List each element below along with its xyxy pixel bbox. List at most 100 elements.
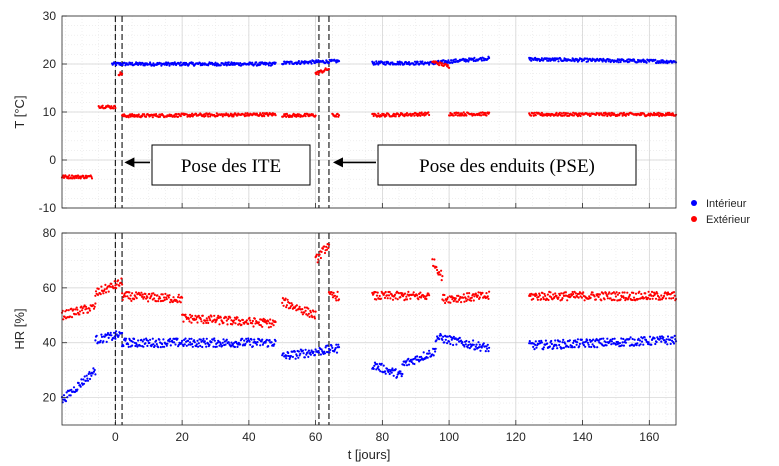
data-point	[672, 342, 676, 345]
data-point	[608, 112, 612, 115]
data-point	[137, 339, 140, 342]
data-point	[622, 337, 625, 341]
data-point	[647, 341, 650, 344]
data-point	[533, 348, 536, 351]
data-point	[188, 320, 191, 323]
data-point	[487, 350, 490, 353]
data-point	[612, 291, 616, 294]
data-point	[377, 112, 380, 115]
data-point	[180, 341, 183, 344]
data-point	[445, 299, 448, 302]
data-point	[282, 352, 285, 355]
data-point	[455, 343, 458, 346]
data-point	[549, 291, 552, 294]
data-point	[74, 313, 78, 316]
data-point	[589, 296, 592, 299]
data-point	[561, 297, 564, 300]
data-point	[604, 60, 608, 63]
data-point	[196, 321, 199, 324]
data-point	[106, 332, 110, 335]
data-point	[104, 283, 107, 286]
data-point	[144, 342, 147, 345]
data-point	[62, 394, 66, 397]
data-point	[300, 311, 303, 314]
data-point	[289, 305, 292, 308]
data-point	[313, 317, 316, 320]
data-point	[384, 372, 387, 375]
data-point	[596, 346, 599, 349]
data-point	[173, 341, 176, 344]
data-point	[451, 337, 454, 340]
data-point	[330, 291, 333, 294]
data-point	[460, 339, 463, 342]
data-point	[271, 322, 274, 325]
data-point	[548, 345, 552, 348]
data-point	[217, 316, 220, 320]
data-point	[187, 339, 190, 342]
data-point	[165, 298, 168, 301]
data-point	[163, 345, 166, 348]
data-point	[653, 337, 656, 340]
data-point	[474, 348, 477, 351]
data-point	[239, 62, 242, 65]
data-point	[534, 340, 537, 343]
data-point	[335, 351, 339, 354]
data-point	[127, 63, 130, 66]
data-point	[169, 344, 172, 347]
data-point	[572, 292, 575, 296]
data-point	[540, 339, 543, 342]
data-point	[252, 325, 255, 328]
data-point	[555, 294, 558, 297]
data-point	[285, 62, 288, 65]
data-point	[428, 352, 431, 355]
data-point	[274, 114, 277, 117]
data-point	[86, 379, 90, 382]
data-point	[528, 340, 531, 343]
data-point	[379, 370, 382, 373]
data-point	[394, 297, 397, 300]
y-tick-label: 30	[43, 9, 57, 23]
data-point	[654, 297, 658, 300]
data-point	[480, 114, 483, 117]
data-point	[313, 353, 316, 357]
data-point	[293, 350, 296, 353]
data-point	[311, 316, 314, 319]
data-point	[447, 59, 450, 62]
data-point	[165, 61, 168, 64]
data-point	[419, 114, 422, 117]
data-point	[337, 60, 341, 63]
data-point	[303, 306, 306, 309]
data-point	[315, 59, 318, 62]
data-point	[90, 177, 94, 180]
data-point	[618, 342, 622, 345]
data-point	[221, 341, 224, 344]
data-point	[452, 114, 455, 117]
data-point	[602, 292, 605, 295]
data-point	[590, 293, 593, 296]
data-point	[409, 112, 412, 115]
data-point	[218, 323, 221, 326]
data-point	[227, 113, 230, 116]
data-point	[335, 295, 339, 298]
data-point	[201, 339, 204, 342]
data-point	[131, 61, 134, 64]
data-point	[602, 337, 605, 340]
data-point	[187, 343, 190, 346]
data-point	[267, 320, 270, 323]
data-point	[555, 111, 558, 114]
data-point	[195, 345, 198, 348]
data-point	[446, 64, 449, 67]
data-point	[241, 337, 244, 340]
data-point	[113, 331, 116, 334]
data-point	[267, 326, 270, 329]
data-point	[638, 290, 641, 293]
data-point	[309, 311, 312, 314]
data-point	[76, 308, 79, 311]
data-point	[426, 356, 429, 359]
data-point	[448, 66, 451, 69]
data-point	[488, 111, 491, 114]
data-point	[435, 339, 438, 342]
data-point	[233, 319, 236, 322]
data-point	[666, 343, 669, 346]
